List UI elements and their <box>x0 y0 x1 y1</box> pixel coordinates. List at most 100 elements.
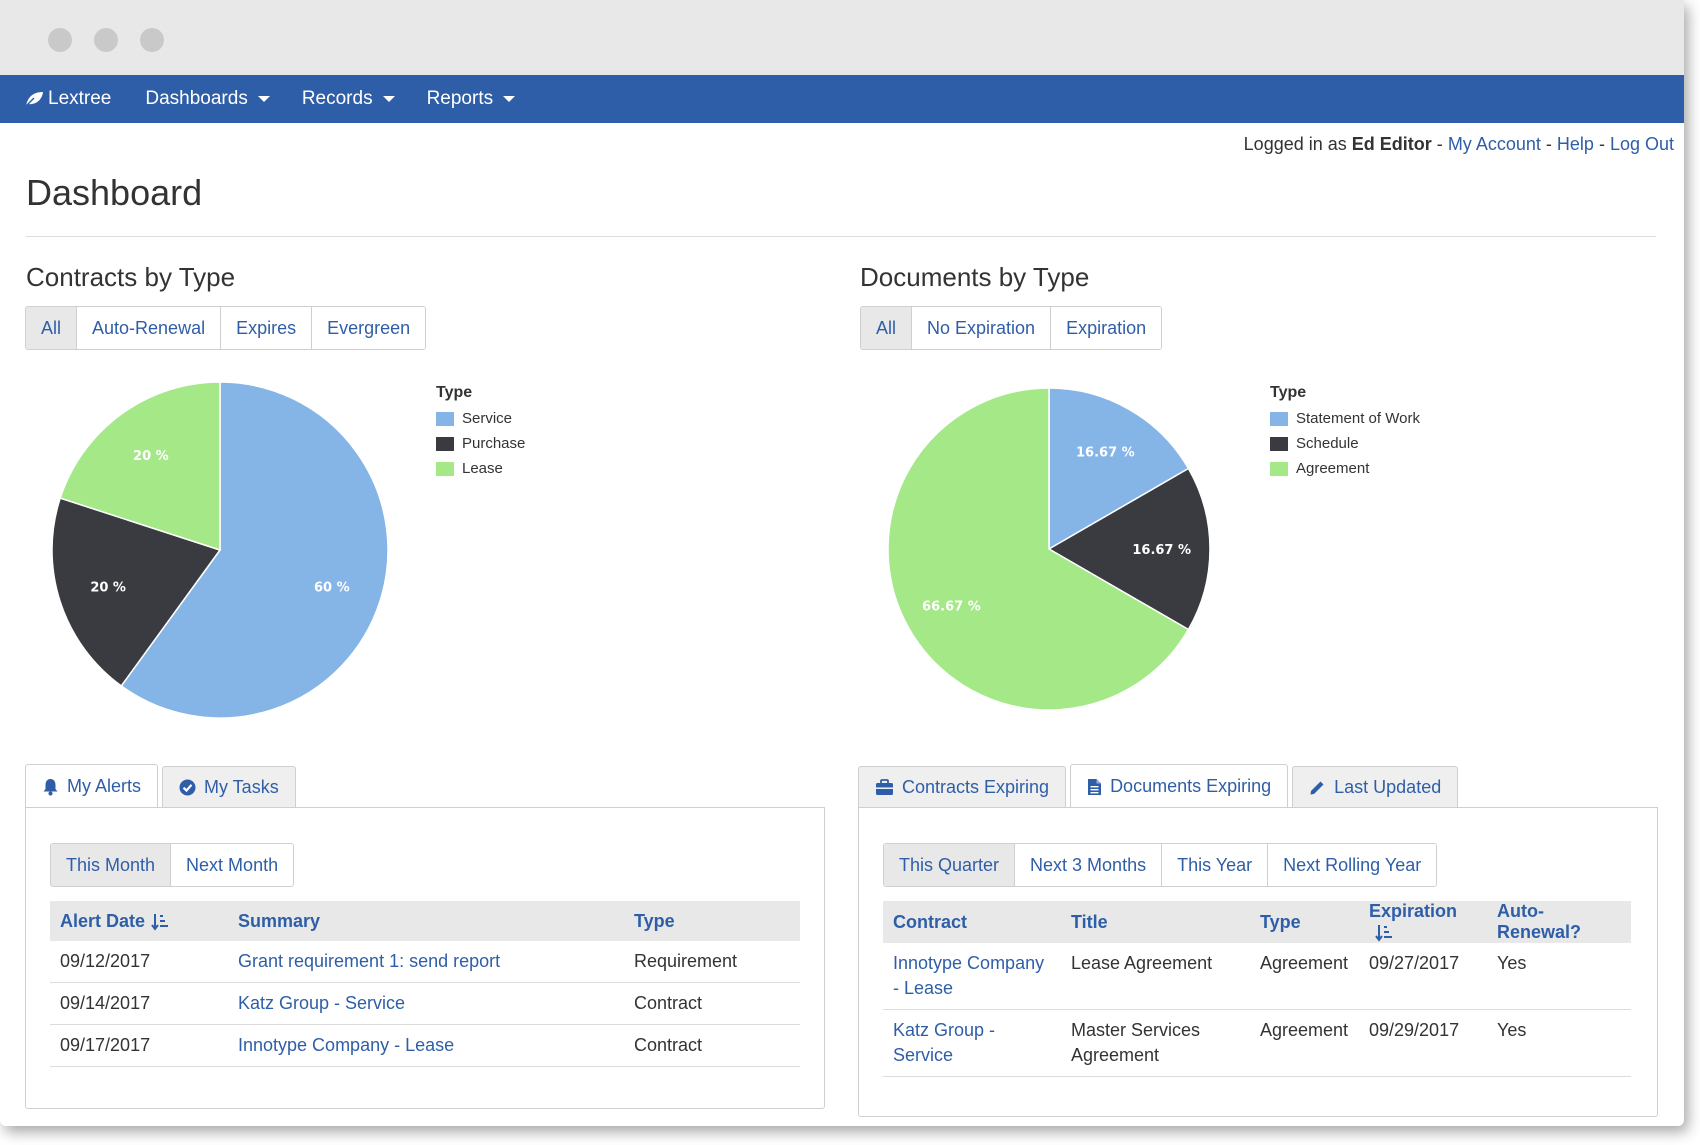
nav-dashboards[interactable]: Dashboards <box>145 88 270 110</box>
table-row: 09/12/2017 Grant requirement 1: send rep… <box>50 941 800 983</box>
contracts-filter-group: All Auto-Renewal Expires Evergreen <box>25 306 427 350</box>
contract-link[interactable]: Katz Group - Service <box>893 1020 995 1065</box>
contracts-filter-auto-renewal[interactable]: Auto-Renewal <box>77 307 222 349</box>
legend-label: Lease <box>462 460 503 477</box>
pie-slice-lease[interactable] <box>59 381 221 552</box>
caret-down-icon <box>503 96 516 102</box>
column-header-type[interactable]: Type <box>1250 901 1359 943</box>
alert-summary-link[interactable]: Innotype Company - Lease <box>238 1035 455 1055</box>
nav-reports-label: Reports <box>426 88 494 109</box>
alert-date-cell: 09/17/2017 <box>50 1024 228 1067</box>
pie-slice-label: 16.67 % <box>1076 445 1135 460</box>
column-header-contract[interactable]: Contract <box>883 901 1061 943</box>
contracts-filter-expires[interactable]: Expires <box>221 307 313 349</box>
column-header-expiration[interactable]: Expiration <box>1359 901 1487 943</box>
contract-link-line: - Lease <box>893 978 954 998</box>
top-navbar: Lextree Dashboards Records Reports <box>0 75 1684 123</box>
alerts-filter-this-month[interactable]: This Month <box>51 844 172 886</box>
pie-slice-label: 20 % <box>133 449 169 464</box>
window-maximize-dot[interactable] <box>140 28 164 52</box>
column-header-summary[interactable]: Summary <box>228 901 624 941</box>
contract-link[interactable]: Innotype Company - Lease <box>893 953 1044 998</box>
window-titlebar <box>0 0 1684 75</box>
tab-last-updated[interactable]: Last Updated <box>1292 766 1459 808</box>
nav-records[interactable]: Records <box>302 88 395 110</box>
expiration-cell: 09/27/2017 <box>1359 943 1487 1010</box>
pie-slice-label: 20 % <box>90 580 126 595</box>
legend-swatch <box>436 436 454 451</box>
tab-documents-expiring[interactable]: Documents Expiring <box>1070 764 1289 808</box>
column-header-type[interactable]: Type <box>624 901 800 941</box>
tab-contracts-expiring[interactable]: Contracts Expiring <box>858 766 1067 808</box>
window-close-dot[interactable] <box>48 28 72 52</box>
user-bar-separator: - <box>1545 134 1552 154</box>
window-minimize-dot[interactable] <box>94 28 118 52</box>
sort-descending-icon <box>151 913 169 931</box>
contract-cell: Innotype Company - Lease <box>883 943 1061 1010</box>
tab-my-tasks-label: My Tasks <box>204 777 279 797</box>
title-line: Agreement <box>1071 1045 1160 1065</box>
pencil-icon <box>1310 781 1324 795</box>
alert-type-cell: Contract <box>624 982 800 1025</box>
documents-filter-all[interactable]: All <box>861 307 913 349</box>
brand-link[interactable]: Lextree <box>24 88 111 110</box>
briefcase-icon <box>876 779 893 795</box>
documents-legend: Type Statement of Work Schedule Agreemen… <box>1270 384 1420 484</box>
expiring-filter-next-rolling-year[interactable]: Next Rolling Year <box>1268 844 1437 886</box>
alert-summary-link[interactable]: Katz Group - Service <box>238 993 406 1013</box>
legend-item-schedule: Schedule <box>1270 434 1420 453</box>
pie-slice-service[interactable] <box>120 381 389 719</box>
legend-label: Purchase <box>462 435 526 452</box>
expiring-tabs: Contracts Expiring Documents Expiring La… <box>858 764 1462 808</box>
pie-slice-purchase[interactable] <box>51 497 222 687</box>
contract-link-line: Innotype Company <box>893 953 1045 973</box>
contracts-pie-chart: 60 % 20 % 20 % <box>51 381 389 719</box>
auto-renewal-cell: Yes <box>1487 943 1631 1010</box>
legend-label: Service <box>462 410 513 427</box>
nav-reports[interactable]: Reports <box>427 88 516 110</box>
expiring-filter-next-3-months[interactable]: Next 3 Months <box>1015 844 1163 886</box>
legend-item-service: Service <box>436 409 525 428</box>
nav-records-label: Records <box>301 88 373 109</box>
table-row: 09/17/2017 Innotype Company - Lease Cont… <box>50 1024 800 1067</box>
expiring-filter-this-year[interactable]: This Year <box>1162 844 1269 886</box>
expiration-cell: 09/29/2017 <box>1359 1009 1487 1077</box>
alerts-table-header: Alert Date Summary Type <box>50 901 800 941</box>
title-cell: Lease Agreement <box>1061 943 1250 1010</box>
documents-filter-expiration[interactable]: Expiration <box>1051 307 1162 349</box>
legend-label: Schedule <box>1296 435 1359 452</box>
tab-contracts-expiring-label: Contracts Expiring <box>902 777 1050 797</box>
contracts-filter-all[interactable]: All <box>26 307 78 349</box>
alert-type-cell: Contract <box>624 1024 800 1067</box>
column-header-title[interactable]: Title <box>1061 901 1250 943</box>
tab-my-alerts[interactable]: My Alerts <box>25 764 159 808</box>
legend-label: Agreement <box>1296 460 1370 477</box>
my-account-link[interactable]: My Account <box>1447 134 1541 154</box>
documents-filter-no-expiration[interactable]: No Expiration <box>912 307 1052 349</box>
help-link[interactable]: Help <box>1556 134 1594 154</box>
documents-by-type-title: Documents by Type <box>860 262 1090 292</box>
expiring-filter-this-quarter[interactable]: This Quarter <box>884 844 1016 886</box>
title-line: Lease Agreement <box>1071 953 1213 973</box>
pie-slice-agreement[interactable] <box>887 387 1190 711</box>
expiring-table-header: Contract Title Type Expiration Auto-Rene… <box>883 901 1631 943</box>
title-divider <box>26 236 1656 237</box>
legend-title: Type <box>1270 384 1307 401</box>
pie-slice-schedule[interactable] <box>1047 467 1211 631</box>
page-title: Dashboard <box>26 172 203 213</box>
user-bar-separator: - <box>1598 134 1605 154</box>
column-header-auto-renewal[interactable]: Auto-Renewal? <box>1487 901 1631 943</box>
table-row: Innotype Company - Lease Lease Agreement … <box>883 943 1631 1010</box>
alert-summary-link[interactable]: Grant requirement 1: send report <box>238 951 501 971</box>
tab-my-tasks[interactable]: My Tasks <box>162 766 296 808</box>
log-out-link[interactable]: Log Out <box>1609 134 1674 154</box>
pie-slice-statement-of-work[interactable] <box>1048 387 1190 551</box>
user-bar-separator: - <box>1436 134 1443 154</box>
contracts-filter-evergreen[interactable]: Evergreen <box>312 307 426 349</box>
tab-documents-expiring-label: Documents Expiring <box>1110 776 1272 796</box>
column-header-alert-date[interactable]: Alert Date <box>50 901 228 941</box>
auto-renewal-cell: Yes <box>1487 1009 1631 1077</box>
legend-item-lease: Lease <box>436 459 525 478</box>
alerts-filter-next-month[interactable]: Next Month <box>171 844 294 886</box>
legend-swatch <box>436 461 454 476</box>
